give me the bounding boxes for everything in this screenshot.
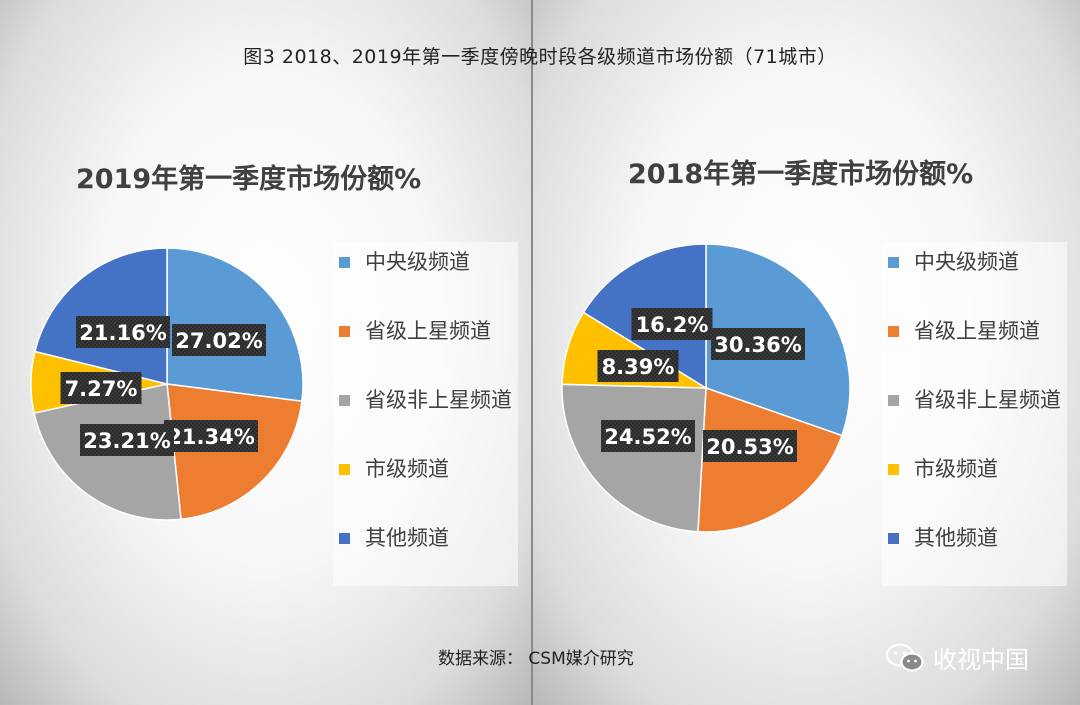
legend-swatch <box>888 533 899 544</box>
watermark-text: 收视中国 <box>933 646 1029 674</box>
legend-swatch <box>339 395 350 406</box>
data-label-box <box>60 372 142 404</box>
legend-swatch <box>888 395 899 406</box>
data-label-box <box>711 328 805 360</box>
legend-label: 其他频道 <box>365 526 449 550</box>
legend-swatch <box>888 326 899 337</box>
legend-label: 其他频道 <box>914 526 998 550</box>
data-source: 数据来源： CSM媒介研究 <box>438 649 634 669</box>
data-label-box <box>76 316 170 348</box>
watermark: 收视中国 <box>885 640 1029 675</box>
chart-title-2019: 2019年第一季度市场份额% <box>76 164 422 195</box>
data-label: 20.53% <box>706 435 793 459</box>
data-label: 16.2% <box>636 313 709 337</box>
legend-swatch <box>888 257 899 268</box>
data-label: 21.34% <box>167 425 254 449</box>
legend-label: 省级非上星频道 <box>365 388 512 412</box>
legend-label: 市级频道 <box>914 457 998 481</box>
legend-swatch <box>339 464 350 475</box>
legend-swatch <box>339 257 350 268</box>
legend-label: 省级上星频道 <box>914 319 1040 343</box>
wechat-icon <box>885 642 924 672</box>
figure-title: 图3 2018、2019年第一季度傍晚时段各级频道市场份额（71城市） <box>243 46 837 68</box>
data-label: 24.52% <box>604 425 691 449</box>
data-label-box <box>80 424 174 456</box>
legend-label: 省级上星频道 <box>365 319 491 343</box>
legend-label: 中央级频道 <box>914 250 1019 274</box>
pie-2019: 27.02% 21.34%23.21% 7.27% 21.16% <box>30 247 304 521</box>
legend-label: 中央级频道 <box>365 250 470 274</box>
data-label-box <box>597 350 679 382</box>
data-label: 8.39% <box>602 355 675 379</box>
data-label: 30.36% <box>714 333 801 357</box>
legend-2019: 中央级频道 省级上星频道 省级非上星频道 市级频道 其他频道 <box>333 242 518 586</box>
data-label: 27.02% <box>175 329 262 353</box>
data-label-box <box>703 430 797 462</box>
legend-swatch <box>339 326 350 337</box>
data-label: 23.21% <box>83 429 170 453</box>
data-label: 21.16% <box>79 321 166 345</box>
legend-swatch <box>888 464 899 475</box>
chart-title-2018: 2018年第一季度市场份额% <box>628 159 974 190</box>
data-label-box <box>631 308 713 340</box>
legend-label: 市级频道 <box>365 457 449 481</box>
legend-label: 省级非上星频道 <box>914 388 1061 412</box>
legend-2018: 中央级频道 省级上星频道 省级非上星频道 市级频道 其他频道 <box>882 242 1067 586</box>
data-label-box <box>164 420 258 452</box>
data-label: 7.27% <box>65 377 138 401</box>
data-label-box <box>172 324 266 356</box>
pie-slice <box>561 383 707 533</box>
legend-swatch <box>339 533 350 544</box>
data-label-box <box>601 420 695 452</box>
pie-2018: 30.36% 20.53% 24.52% 8.39% 16.2% <box>561 243 851 533</box>
